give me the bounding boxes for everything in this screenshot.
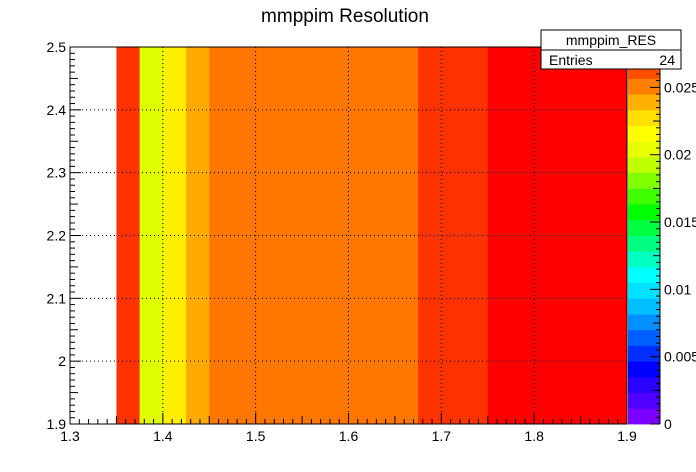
palette-swatch-9 xyxy=(628,266,660,284)
palette-swatch-15 xyxy=(628,172,660,189)
palette-swatch-12 xyxy=(628,219,660,236)
palette-swatch-18 xyxy=(628,125,660,142)
heatmap-cell-3 xyxy=(186,47,210,424)
heatmap-cells xyxy=(116,47,628,424)
x-tick-label-3: 1.6 xyxy=(339,428,359,444)
heatmap-cell-11 xyxy=(371,47,396,424)
stats-entries-label: Entries xyxy=(549,52,593,68)
heatmap-cell-16 xyxy=(487,47,512,424)
palette-swatch-11 xyxy=(628,235,660,252)
x-tick-label-1: 1.4 xyxy=(153,428,173,444)
palette-swatch-7 xyxy=(628,298,660,315)
heatmap-cell-8 xyxy=(302,47,326,424)
palette-swatch-13 xyxy=(628,204,660,221)
z-tick-label-3: 0.015 xyxy=(664,214,696,230)
z-tick-label-4: 0.02 xyxy=(664,147,691,163)
stats-name: mmppim_RES xyxy=(566,32,656,48)
heatmap-cell-19 xyxy=(557,47,582,424)
palette-swatch-2 xyxy=(628,376,660,393)
palette-swatch-14 xyxy=(628,188,660,205)
heatmap-cell-10 xyxy=(348,47,373,424)
x-tick-label-0: 1.3 xyxy=(60,428,80,444)
z-tick-label-5: 0.025 xyxy=(664,79,696,95)
palette-swatch-1 xyxy=(628,392,660,409)
heatmap-cell-9 xyxy=(325,47,349,424)
chart-title: mmppim Resolution xyxy=(261,6,429,27)
palette-swatch-19 xyxy=(628,109,660,126)
palette-swatch-6 xyxy=(628,314,660,331)
grid-lines xyxy=(70,47,627,424)
palette-swatch-16 xyxy=(628,156,660,174)
stats-entries-value: 24 xyxy=(659,52,675,68)
heatmap-cell-4 xyxy=(209,47,233,424)
y-tick-label-3: 2.2 xyxy=(47,228,67,244)
axes: 1.3 1.4 1.5 1.6 1.7 1.8 1.9 1.9 2 2.1 2.2 2.3 2.4 2.5 xyxy=(47,39,637,444)
y-tick-label-1: 2 xyxy=(58,353,66,369)
z-tick-label-0: 0 xyxy=(664,416,672,432)
y-tick-label-4: 2.3 xyxy=(47,165,67,181)
heatmap-cell-13 xyxy=(418,47,442,424)
y-tick-label-5: 2.4 xyxy=(47,102,67,118)
x-tick-label-2: 1.5 xyxy=(246,428,266,444)
heatmap-cell-15 xyxy=(464,47,489,424)
heatmap-cell-20 xyxy=(580,47,605,424)
z-tick-label-2: 0.01 xyxy=(664,281,691,297)
heatmap-cell-0 xyxy=(116,47,141,424)
x-tick-label-4: 1.7 xyxy=(432,428,452,444)
palette-swatch-0 xyxy=(628,408,660,425)
stats-box: mmppim_RES Entries 24 xyxy=(540,29,682,70)
heatmap-cell-6 xyxy=(255,47,280,424)
heatmap-cell-14 xyxy=(441,47,466,424)
x-tick-label-6: 1.9 xyxy=(617,428,637,444)
color-palette: 0 0.005 0.01 0.015 0.02 0.025 xyxy=(628,46,696,432)
palette-swatch-4 xyxy=(628,345,660,362)
heatmap-cell-5 xyxy=(232,47,257,424)
y-tick-label-6: 2.5 xyxy=(47,39,67,55)
x-tick-label-5: 1.8 xyxy=(524,428,544,444)
heatmap-cell-1 xyxy=(139,47,164,424)
palette-swatch-20 xyxy=(628,94,660,111)
z-tick-label-1: 0.005 xyxy=(664,349,696,365)
palette-swatch-17 xyxy=(628,141,660,158)
palette-swatch-10 xyxy=(628,251,660,268)
palette-swatch-3 xyxy=(628,361,660,378)
y-tick-label-0: 1.9 xyxy=(47,416,67,432)
heatmap-cell-21 xyxy=(603,47,628,424)
palette-swatch-5 xyxy=(628,329,660,346)
palette-swatch-8 xyxy=(628,282,660,299)
y-tick-label-2: 2.1 xyxy=(47,290,67,306)
palette-swatch-21 xyxy=(628,78,660,95)
